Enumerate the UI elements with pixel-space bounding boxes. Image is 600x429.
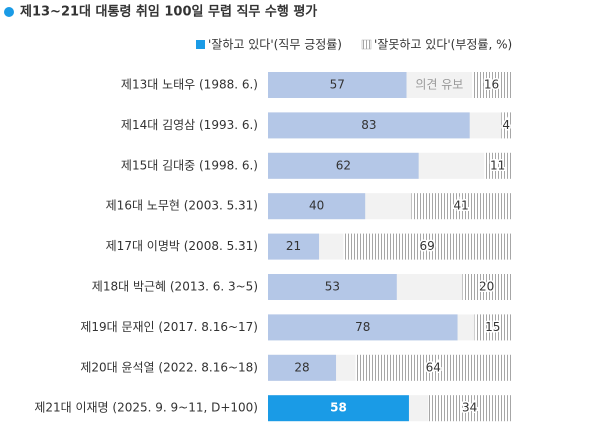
value-label: 34 <box>462 401 477 415</box>
value-label: 11 <box>490 158 505 172</box>
bar-negative <box>474 314 511 341</box>
category-label: 제21대 이재명 (2025. 9. 9~11, D+100) <box>34 401 258 415</box>
value-label: 78 <box>355 320 370 334</box>
value-label: 83 <box>361 118 376 132</box>
bar-positive <box>268 395 409 422</box>
value-label: 64 <box>426 360 441 374</box>
value-label: 20 <box>479 280 494 294</box>
bar-negative <box>343 233 511 260</box>
category-label: 제14대 김영삼 (1993. 6.) <box>121 118 258 132</box>
value-label: 40 <box>309 199 324 213</box>
bar-negative <box>428 395 511 422</box>
bar-positive <box>268 354 337 381</box>
bar-negative <box>501 112 511 139</box>
value-label: 69 <box>420 239 435 253</box>
bar-negative <box>411 193 511 220</box>
category-label: 제16대 노무현 (2003. 5.31) <box>106 199 258 213</box>
bar-positive <box>268 193 366 220</box>
chart-title: 제13~21대 대통령 취임 100일 무렵 직무 수행 평가 <box>20 4 317 20</box>
legend-swatch <box>196 40 205 49</box>
value-label: 21 <box>286 239 301 253</box>
value-label: 16 <box>484 78 499 92</box>
category-label: 제13대 노태우 (1988. 6.) <box>121 78 258 92</box>
bar-positive <box>268 152 419 179</box>
value-label: 57 <box>330 78 345 92</box>
bar-positive <box>268 314 458 341</box>
bar-positive <box>268 233 320 260</box>
category-label: 제19대 문재인 (2017. 8.16~17) <box>80 320 258 334</box>
value-label: 58 <box>330 401 347 415</box>
title-dot <box>4 7 14 17</box>
bar-positive <box>268 274 397 300</box>
bar-positive <box>268 112 470 139</box>
bar-negative <box>472 72 511 98</box>
category-label: 제20대 윤석열 (2022. 8.16~18) <box>80 360 258 374</box>
value-label: 15 <box>485 320 500 334</box>
category-label: 제17대 이명박 (2008. 5.31) <box>106 239 258 253</box>
value-label: 4 <box>502 118 510 132</box>
category-label: 제15대 김대중 (1998. 6.) <box>121 158 258 172</box>
annotation: 의견 유보 <box>415 78 463 92</box>
bar-negative <box>462 274 511 300</box>
bar-negative <box>355 354 511 381</box>
legend-label: '잘못하고 있다'(부정률, %) <box>374 38 512 52</box>
value-label: 53 <box>325 280 340 294</box>
value-label: 41 <box>454 199 469 213</box>
bar-negative <box>484 152 511 179</box>
legend-swatch <box>361 39 372 50</box>
value-label: 62 <box>336 158 351 172</box>
legend-label: '잘하고 있다'(직무 긍정률) <box>208 38 342 52</box>
bar-positive <box>268 72 407 98</box>
value-label: 28 <box>294 360 309 374</box>
category-label: 제18대 박근혜 (2013. 6. 3~5) <box>92 280 258 294</box>
